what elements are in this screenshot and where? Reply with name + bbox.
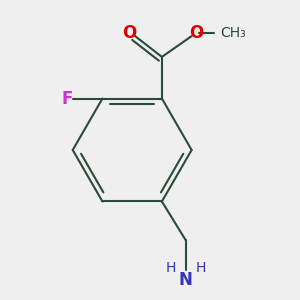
Text: F: F	[62, 89, 73, 107]
Text: CH₃: CH₃	[220, 26, 246, 40]
Text: N: N	[179, 271, 193, 289]
Text: H: H	[195, 261, 206, 275]
Text: O: O	[189, 23, 203, 41]
Text: H: H	[166, 261, 176, 275]
Text: O: O	[122, 23, 136, 41]
